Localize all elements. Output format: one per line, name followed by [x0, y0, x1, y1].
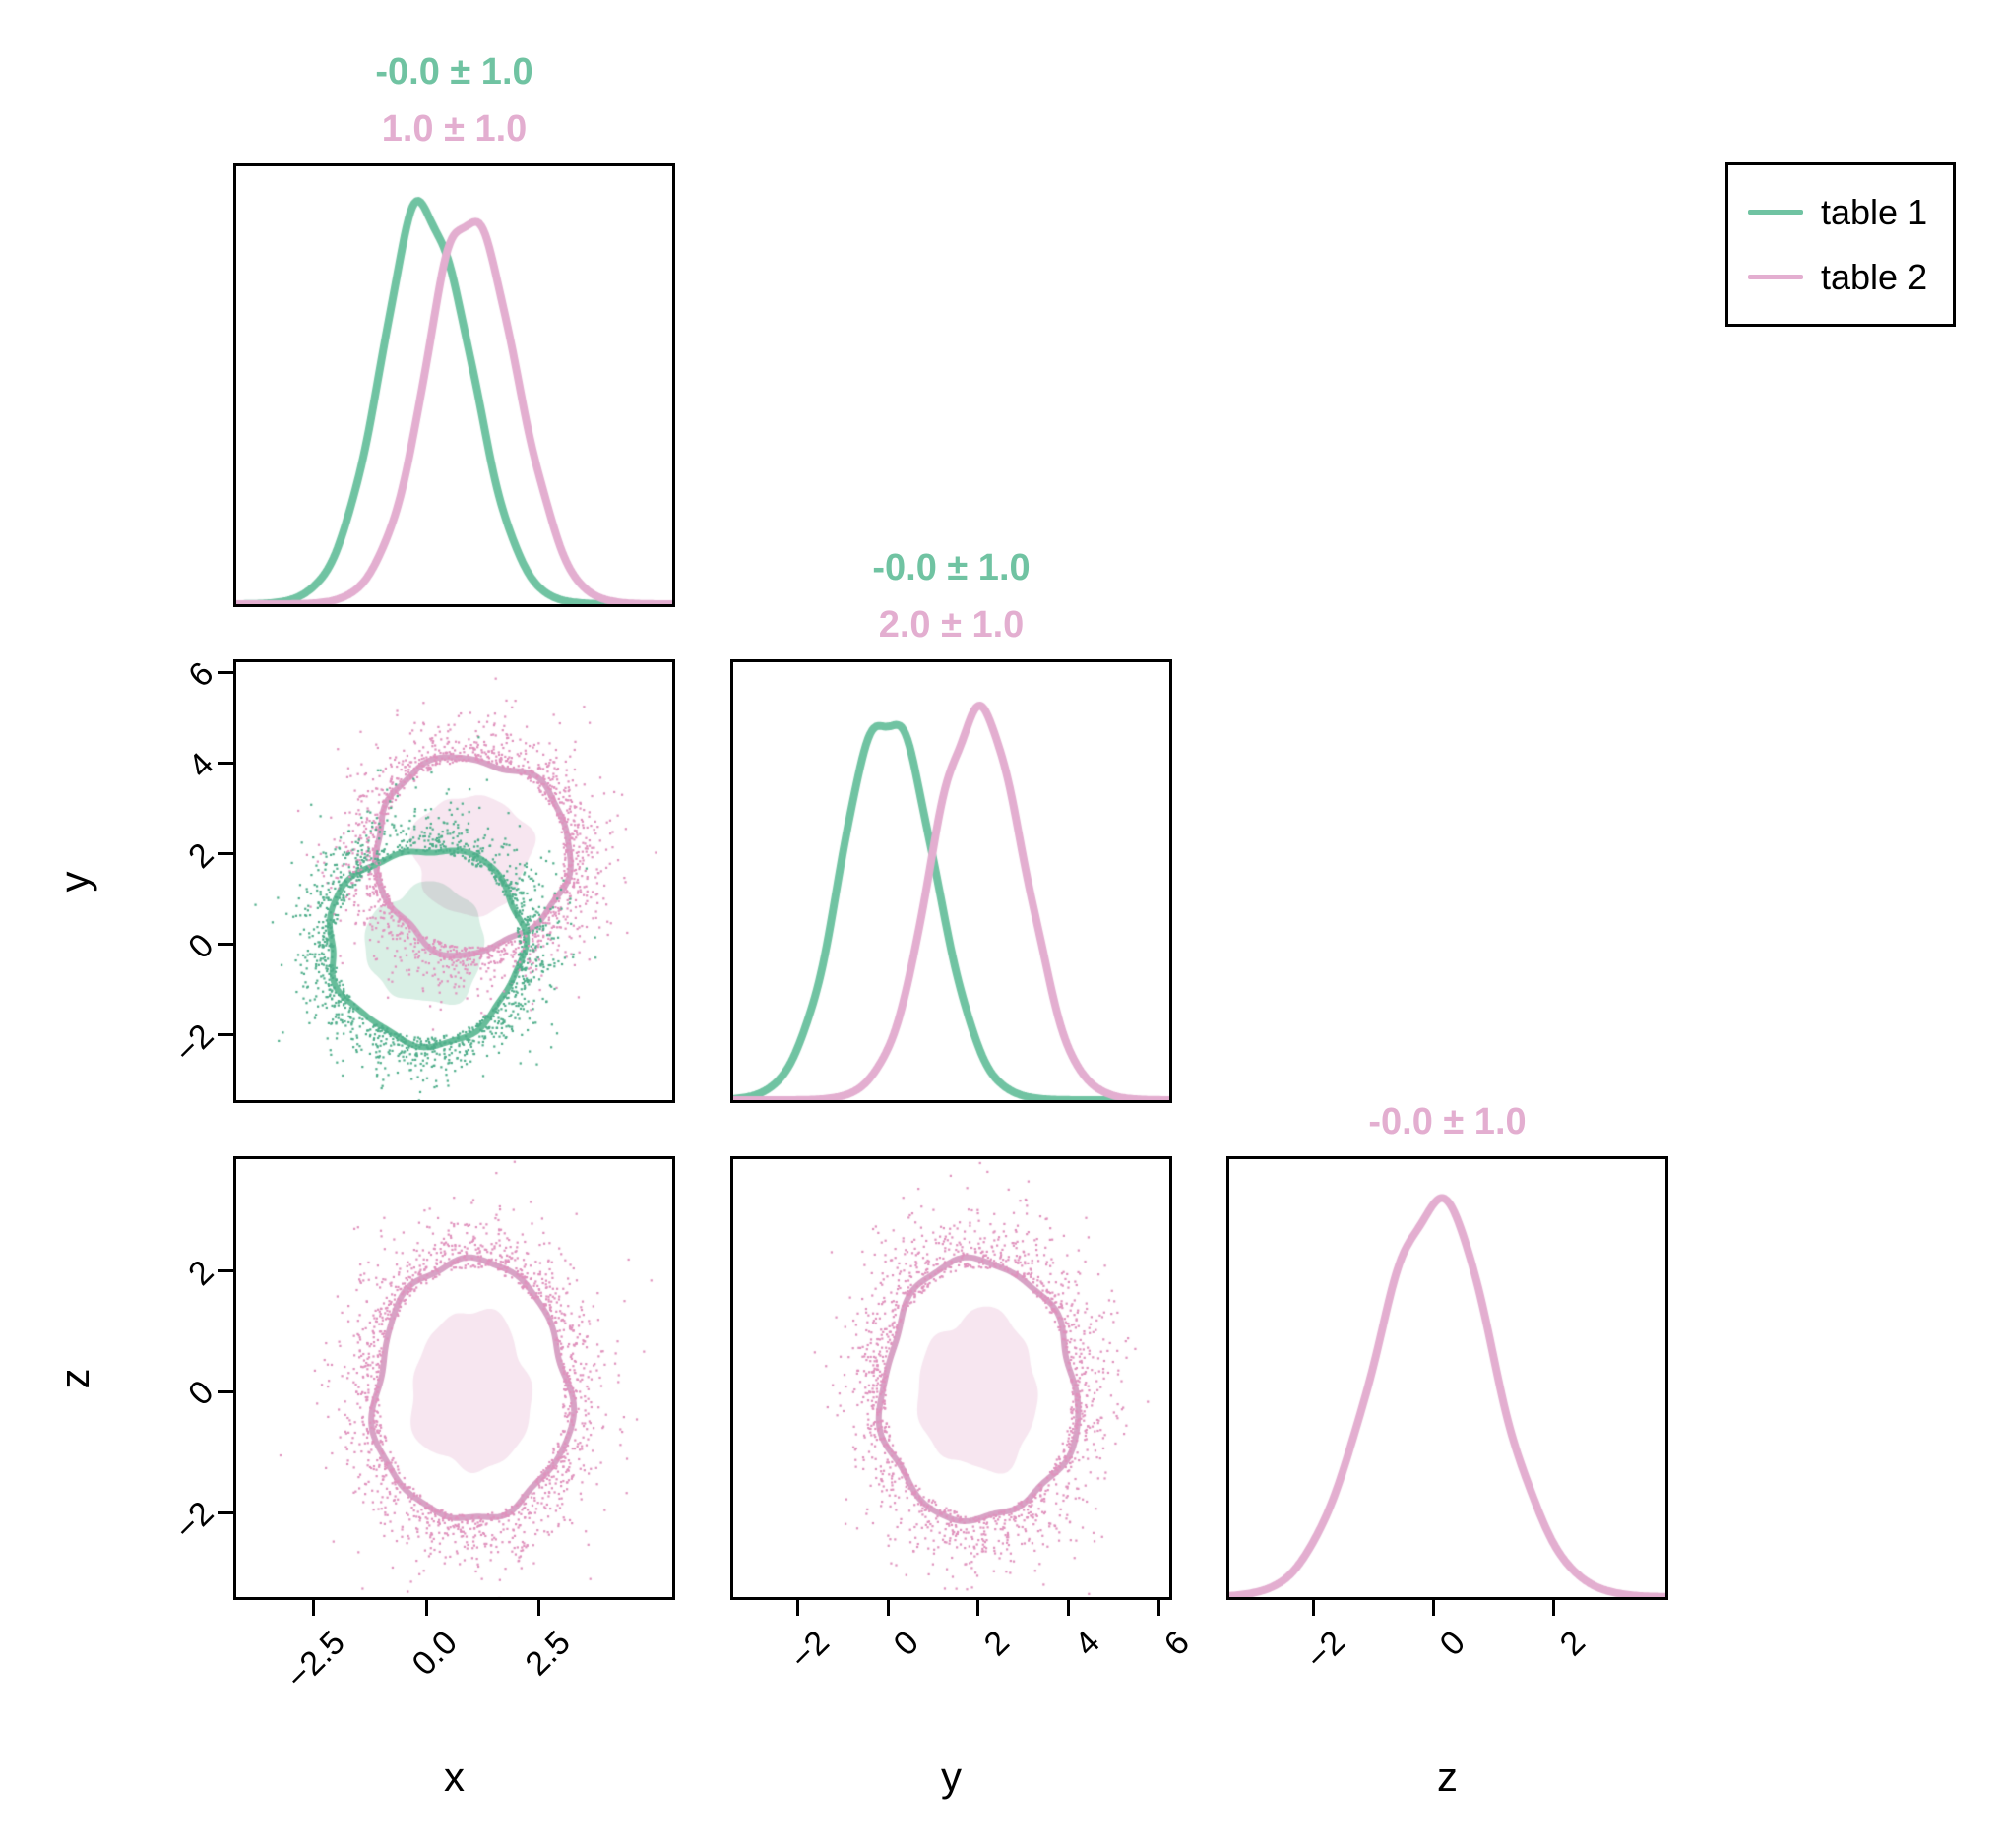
tick-label-x: −2.5 [279, 1624, 352, 1697]
panel-title: 2.0 ± 1.0 [878, 604, 1025, 646]
panel-y-z [730, 1156, 1172, 1600]
legend: table 1 table 2 [1725, 162, 1956, 327]
panel-title: -0.0 ± 1.0 [872, 547, 1031, 588]
tick-mark [1432, 1600, 1436, 1616]
panel-canvas [233, 1156, 675, 1600]
panel-border [730, 659, 1172, 1103]
tick-mark [976, 1600, 980, 1616]
panel-canvas [730, 659, 1172, 1103]
tick-mark [796, 1600, 800, 1616]
panel-border [233, 1156, 675, 1600]
tick-mark [312, 1600, 316, 1616]
panel-canvas [233, 659, 675, 1103]
legend-label-table1: table 1 [1821, 191, 1928, 232]
panel-canvas [730, 1156, 1172, 1600]
tick-label-z: −2 [1298, 1624, 1352, 1678]
tick-mark [218, 1389, 233, 1393]
tick-mark [218, 762, 233, 766]
tick-label-z: 2 [1552, 1624, 1593, 1664]
panel-canvas [233, 163, 675, 607]
axis-label-y: y [941, 1754, 962, 1800]
panel-border [730, 1156, 1172, 1600]
tick-mark [218, 1510, 233, 1514]
panel-title: 1.0 ± 1.0 [381, 108, 528, 150]
tick-label-x: 2.5 [518, 1624, 578, 1684]
panel-z [1226, 1156, 1668, 1600]
tick-mark [218, 1269, 233, 1273]
tick-mark [218, 671, 233, 675]
legend-line-swatch-table2 [1748, 275, 1803, 279]
legend-item-table1: table 1 [1748, 191, 1953, 232]
axis-label-z-left: z [51, 1368, 97, 1388]
legend-item-table2: table 2 [1748, 256, 1953, 297]
panel-border [233, 659, 675, 1103]
tick-label-z: −2 [167, 1494, 221, 1548]
tick-mark [537, 1600, 541, 1616]
axis-label-y-left: y [51, 871, 97, 892]
panel-x [233, 163, 675, 607]
axis-label-x: x [444, 1754, 465, 1800]
tick-label-x: 0.0 [405, 1624, 465, 1684]
panel-title: -0.0 ± 1.0 [375, 51, 533, 92]
tick-mark [1067, 1600, 1071, 1616]
tick-mark [218, 943, 233, 947]
panel-border [1226, 1156, 1668, 1600]
legend-line-swatch-table1 [1748, 210, 1803, 215]
tick-mark [218, 852, 233, 856]
panel-x-z [233, 1156, 675, 1600]
tick-label-z: 2 [181, 1253, 221, 1293]
axis-label-z: z [1437, 1754, 1458, 1800]
legend-label-table2: table 2 [1821, 256, 1928, 297]
panel-border [233, 163, 675, 607]
panel-title: -0.0 ± 1.0 [1368, 1101, 1527, 1142]
panel-canvas [1226, 1156, 1668, 1600]
tick-label-z: 0 [1432, 1624, 1472, 1664]
tick-mark [1552, 1600, 1556, 1616]
panel-x-y [233, 659, 675, 1103]
tick-mark [886, 1600, 890, 1616]
tick-mark [1312, 1600, 1316, 1616]
tick-mark [424, 1600, 428, 1616]
tick-mark [218, 1033, 233, 1037]
tick-label-z: 0 [181, 1373, 221, 1414]
panel-y [730, 659, 1172, 1103]
tick-mark [1157, 1600, 1160, 1616]
